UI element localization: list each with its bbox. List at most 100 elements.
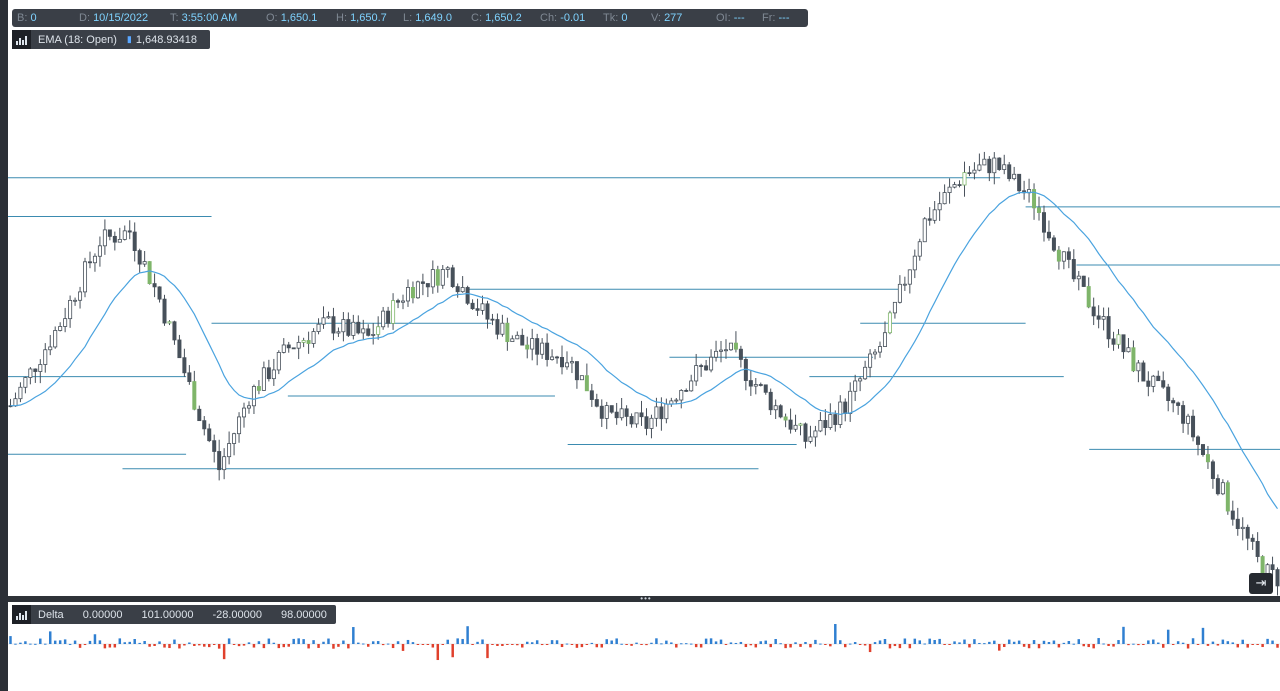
delta-bar (963, 639, 966, 644)
candle-body (813, 430, 818, 438)
delta-bar (118, 638, 122, 644)
delta-bar (1206, 644, 1210, 646)
candle (232, 432, 237, 456)
candle-body (391, 300, 396, 324)
delta-bar (600, 644, 604, 648)
candle-body (992, 157, 997, 174)
candle-body (147, 261, 152, 284)
delta-bar (9, 636, 12, 644)
candle (336, 327, 341, 337)
delta-bar (451, 644, 454, 658)
delta-bar (774, 639, 777, 644)
candle-body (331, 316, 336, 334)
candle (137, 248, 142, 273)
candle (1245, 524, 1250, 551)
candle (679, 389, 684, 409)
delta-bar (804, 641, 807, 644)
candle (694, 353, 699, 386)
delta-bar (853, 642, 857, 644)
candle (1225, 480, 1230, 515)
delta-value-1: 0.00000 (82, 608, 123, 621)
delta-bar (461, 638, 464, 644)
candle (579, 375, 584, 381)
ema-legend[interactable]: EMA (18: Open) ▮ 1,648.93418 (12, 30, 210, 49)
delta-bar (262, 644, 266, 649)
candle-body (232, 433, 237, 444)
delta-bar (501, 644, 504, 647)
delta-bar (670, 642, 673, 644)
candle (1022, 180, 1027, 200)
candle (18, 382, 23, 403)
candle (1101, 307, 1106, 331)
candle (53, 326, 58, 349)
candle (78, 286, 83, 309)
delta-bar (103, 644, 107, 649)
candle-body (912, 255, 917, 271)
delta-bar (1191, 638, 1195, 644)
delta-bar (819, 643, 822, 645)
candle (48, 334, 53, 356)
delta-bar (63, 639, 67, 644)
candle (351, 314, 356, 340)
candle-body (664, 403, 669, 420)
candle-body (619, 408, 624, 419)
bar-chart-icon[interactable] (12, 30, 31, 49)
scroll-to-end-button[interactable]: ⇥ (1249, 573, 1273, 594)
candle-body (1046, 231, 1051, 239)
candle (917, 238, 922, 261)
candle (560, 345, 565, 375)
candle-body (957, 184, 962, 186)
candle (992, 152, 997, 185)
candle-body (490, 318, 495, 321)
price-chart-panel[interactable] (8, 0, 1280, 596)
candle-body (887, 312, 892, 334)
delta-bar (1042, 640, 1046, 644)
candle-body (878, 346, 883, 353)
candle-body (217, 451, 222, 471)
candle (1061, 251, 1066, 270)
delta-legend-label: Delta (38, 608, 64, 621)
candle-body (1086, 286, 1091, 308)
delta-bar (1032, 640, 1036, 644)
candle-body (1071, 259, 1076, 280)
candle (738, 345, 743, 368)
delta-bar (272, 642, 276, 644)
delta-bar (709, 638, 713, 644)
candle (43, 343, 48, 373)
delta-bar (615, 638, 618, 644)
delta-chart-panel[interactable] (8, 602, 1280, 691)
candle (838, 395, 843, 429)
divider-grip-icon[interactable]: ••• (640, 594, 652, 603)
candle-body (1136, 362, 1141, 372)
candle (142, 251, 147, 267)
candle (500, 314, 505, 337)
ema-legend-label: EMA (18: Open) (38, 33, 117, 46)
candle (465, 285, 470, 306)
candle (13, 392, 18, 407)
delta-legend[interactable]: Delta 0.00000 101.00000 -28.00000 98.000… (12, 605, 336, 624)
candle-body (1151, 375, 1156, 387)
delta-bar (570, 644, 574, 645)
candle (768, 388, 773, 415)
delta-bar (943, 644, 946, 645)
candle (972, 162, 977, 180)
bar-chart-icon[interactable] (12, 605, 31, 624)
candle (1186, 413, 1191, 435)
delta-bar (212, 644, 216, 645)
candle (301, 337, 306, 348)
arrow-right-bar-icon[interactable]: ⇥ (1255, 575, 1267, 590)
chart-frame[interactable] (8, 0, 1280, 691)
candle (425, 283, 430, 298)
candle (535, 333, 540, 366)
candle-body (1076, 275, 1081, 280)
candle (415, 280, 420, 299)
panel-divider[interactable]: ••• (8, 594, 1280, 603)
candle-body (922, 218, 927, 243)
candle-body (624, 408, 629, 417)
delta-bar (665, 640, 668, 644)
candle (28, 367, 33, 385)
candle (286, 341, 291, 353)
delta-bar (317, 644, 320, 648)
candle-body (117, 239, 122, 243)
delta-bar (1271, 640, 1274, 644)
